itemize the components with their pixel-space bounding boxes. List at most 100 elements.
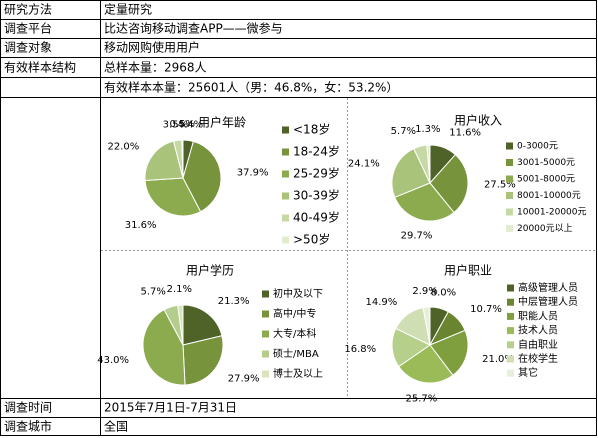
row-label: 调查对象	[4, 41, 52, 55]
row-label: 调查城市	[4, 419, 52, 434]
legend-swatch	[282, 236, 289, 244]
legend-swatch	[282, 214, 289, 222]
row-value: 全国	[104, 419, 128, 434]
data-label: 27.5%	[484, 179, 516, 190]
data-label: 0.5%	[169, 119, 194, 130]
row-label: 调查时间	[4, 401, 52, 415]
legend-swatch	[262, 290, 269, 298]
legend-label: 40-49岁	[293, 210, 340, 225]
data-label: 2.1%	[167, 284, 192, 295]
legend-swatch	[282, 192, 289, 200]
legend-swatch	[507, 369, 514, 377]
data-label: 25.7%	[405, 393, 437, 404]
legend-swatch	[507, 341, 514, 349]
legend-label: 高中/中专	[273, 307, 316, 320]
pie-slice	[426, 144, 431, 184]
row-value: 总样本量：2968人	[104, 60, 207, 75]
legend-swatch	[506, 225, 513, 232]
pie-slice	[181, 139, 184, 179]
legend-label: 其它	[518, 366, 538, 379]
row-value: 移动网购使用用户	[104, 40, 200, 55]
legend-swatch	[507, 327, 514, 335]
legend-label: 自由职业	[518, 338, 558, 351]
data-label: 37.9%	[237, 167, 269, 178]
row-label: 调查平台	[4, 21, 52, 36]
legend-label: 博士及以上	[273, 367, 323, 380]
data-label: 2.9%	[412, 286, 437, 297]
legend-label: 18-24岁	[293, 144, 340, 159]
pie-slice	[144, 177, 202, 217]
pie-slice	[144, 140, 184, 181]
legend-label: 8001-10000元	[517, 191, 581, 201]
data-label: 5.7%	[140, 287, 165, 298]
pie-slice	[182, 335, 224, 386]
row-value: 有效样本本量：25601人（男：46.8%，女：53.2%）	[104, 80, 398, 95]
pie-slice	[177, 304, 184, 346]
chart-dividers	[101, 98, 596, 398]
data-label: 29.7%	[401, 230, 433, 241]
data-label: 8.0%	[431, 288, 456, 299]
row-label: 有效样本结构	[4, 60, 76, 75]
row-value: 定量研究	[104, 2, 152, 17]
data-label: 4.4%	[178, 120, 203, 131]
legend-swatch	[506, 208, 513, 216]
legend-swatch	[506, 159, 513, 166]
legend-label: 5001-8000元	[517, 175, 575, 185]
data-label: 24.1%	[348, 158, 380, 169]
data-label: 5.7%	[391, 126, 416, 137]
legend-swatch	[282, 126, 289, 134]
row-label: 研究方法	[4, 2, 52, 17]
chart-title: 用户学历	[186, 263, 234, 278]
data-label: 21.3%	[218, 296, 250, 307]
data-label: 43.0%	[97, 355, 129, 366]
legend-label: 职能人员	[518, 309, 558, 322]
pie-slice	[182, 304, 223, 346]
pie-slice	[142, 309, 186, 386]
legend-swatch	[262, 330, 269, 338]
legend-label: 中层管理人员	[518, 295, 578, 308]
pie-slice	[391, 147, 431, 198]
legend-label: 在校学生	[518, 352, 558, 365]
row-value: 比达咨询移动调查APP——微参与	[104, 21, 283, 36]
data-label: 11.6%	[449, 128, 481, 139]
legend-label: >50岁	[293, 232, 330, 247]
pie-slice	[429, 153, 469, 214]
data-label: 22.0%	[108, 141, 140, 152]
chart-title: 用户职业	[444, 263, 492, 278]
pie-slice	[429, 329, 469, 377]
legend-label: 3001-5000元	[517, 158, 575, 168]
legend-label: 30-39岁	[293, 188, 340, 203]
data-label: 21.0%	[482, 354, 514, 365]
legend-label: 20000元以上	[517, 223, 573, 234]
legend-swatch	[282, 148, 289, 156]
data-label: 1.3%	[415, 124, 440, 135]
row-value: 2015年7月1日-7月31日	[104, 401, 237, 415]
legend-label: 大专/本科	[273, 327, 316, 340]
legend-label: 0-3000元	[517, 142, 558, 152]
legend-swatch	[507, 355, 514, 363]
legend-label: 高级管理人员	[518, 281, 578, 294]
legend-label: 25-29岁	[293, 166, 340, 181]
legend-swatch	[507, 312, 514, 320]
chart-title: 用户收入	[454, 113, 502, 128]
legend-label: <18岁	[293, 122, 330, 137]
legend-label: 硕士/MBA	[273, 347, 319, 360]
data-label: 16.8%	[344, 344, 376, 355]
legend-label: 技术人员	[518, 324, 558, 337]
legend-swatch	[507, 298, 514, 306]
pie-slice	[422, 306, 431, 346]
chart-title: 用户年龄	[198, 115, 246, 130]
legend-label: 10001-20000元	[517, 208, 587, 218]
pie-slice	[182, 140, 222, 213]
pie-slice	[394, 182, 455, 222]
data-label: 31.6%	[125, 220, 157, 231]
legend-swatch	[262, 350, 269, 358]
pie-slice	[398, 344, 454, 384]
data-label: 3.5%	[163, 120, 188, 131]
legend-swatch	[262, 310, 269, 318]
legend-swatch	[282, 170, 289, 178]
legend-swatch	[506, 175, 513, 183]
data-label: 27.9%	[228, 374, 260, 385]
